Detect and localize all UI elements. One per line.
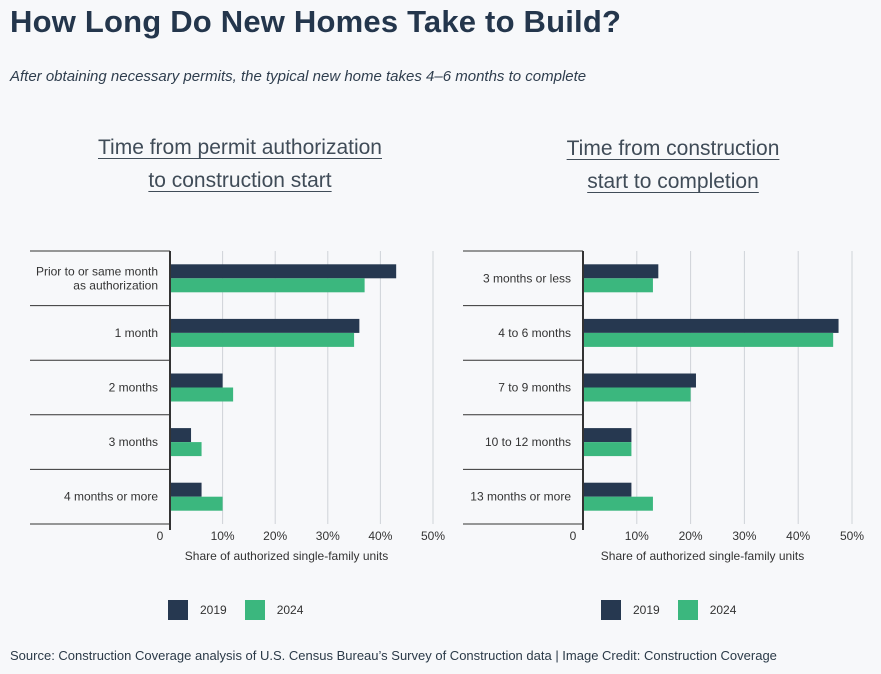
bar-2024 xyxy=(583,496,653,511)
bar-2019 xyxy=(170,373,223,388)
bar-2019 xyxy=(170,482,202,497)
category-label: 13 months or more xyxy=(470,490,571,504)
right-legend: 2019 2024 xyxy=(601,600,754,620)
bar-2019 xyxy=(583,482,632,497)
category-label: 4 months or more xyxy=(64,490,158,504)
legend-label-2019: 2019 xyxy=(200,603,227,617)
legend-item-2019: 2019 xyxy=(168,600,227,620)
bar-2024 xyxy=(583,442,632,457)
category-label: 3 months xyxy=(109,435,158,449)
page-title: How Long Do New Homes Take to Build? xyxy=(10,4,622,39)
legend-label-2024: 2024 xyxy=(709,603,737,617)
x-tick-label: 50% xyxy=(840,529,864,543)
category-label: 2 months xyxy=(109,381,158,395)
bar-2024 xyxy=(583,387,691,402)
left-chart-title-line1: Time from permit authorization xyxy=(98,136,382,159)
bar-2019 xyxy=(583,318,839,333)
bar-2019 xyxy=(170,264,397,279)
bar-2019 xyxy=(170,318,360,333)
x-tick-label: 10% xyxy=(211,529,235,543)
bar-2024 xyxy=(170,442,202,457)
x-tick-label: 10% xyxy=(625,529,649,543)
right-chart-title-line2: start to completion xyxy=(587,170,759,193)
x-axis-label: Share of authorized single-family units xyxy=(601,549,804,563)
category-label: 3 months or less xyxy=(483,271,571,285)
source-credit: Source: Construction Coverage analysis o… xyxy=(10,648,777,663)
bar-2024 xyxy=(170,332,355,347)
left-legend: 2019 2024 xyxy=(168,600,321,620)
x-axis-label: Share of authorized single-family units xyxy=(185,549,388,563)
legend-item-2019: 2019 xyxy=(601,600,660,620)
bar-2024 xyxy=(170,387,234,402)
right-bar-chart: 0 10% 20% 30% 40% 50% 3 months or less 4 to 6 m… xyxy=(463,250,864,563)
legend-item-2024: 2024 xyxy=(244,600,304,620)
legend-swatch-2019 xyxy=(168,600,188,620)
legend-label-2024: 2024 xyxy=(276,603,304,617)
x-tick-label: 20% xyxy=(679,529,703,543)
bar-2024 xyxy=(583,278,653,293)
right-chart-title-line1: Time from construction xyxy=(566,137,780,160)
x-tick-label: 40% xyxy=(786,529,810,543)
left-chart-title: Time from permit authorization to constr… xyxy=(70,131,410,197)
category-label: as authorization xyxy=(73,278,158,292)
bar-2019 xyxy=(583,373,696,388)
legend-item-2024: 2024 xyxy=(677,600,737,620)
category-label: 10 to 12 months xyxy=(485,435,571,449)
x-tick-label: 40% xyxy=(368,529,392,543)
left-chart-title-line2: to construction start xyxy=(148,169,332,192)
x-tick-label: 20% xyxy=(263,529,287,543)
category-label: Prior to or same month xyxy=(36,264,158,278)
legend-swatch-2024 xyxy=(244,600,265,620)
category-label: 7 to 9 months xyxy=(498,381,571,395)
bar-2019 xyxy=(170,428,192,443)
legend-label-2019: 2019 xyxy=(633,603,660,617)
bar-2019 xyxy=(583,428,632,443)
category-label: 1 month xyxy=(115,326,158,340)
right-chart-title: Time from construction start to completi… xyxy=(503,132,843,198)
bar-2019 xyxy=(583,264,659,279)
legend-swatch-2019 xyxy=(601,600,621,620)
x-tick-label: 30% xyxy=(732,529,756,543)
x-tick-label: 50% xyxy=(421,529,445,543)
page-subtitle: After obtaining necessary permits, the t… xyxy=(10,68,587,85)
x-tick-label: 0 xyxy=(570,529,577,543)
bar-2024 xyxy=(170,496,223,511)
bar-2024 xyxy=(583,332,834,347)
category-label: 4 to 6 months xyxy=(498,326,571,340)
left-bar-chart: 0 10% 20% 30% 40% 50% Prior to or same monthas… xyxy=(30,250,445,563)
x-tick-label: 0 xyxy=(157,529,164,543)
x-tick-label: 30% xyxy=(316,529,340,543)
bar-2024 xyxy=(170,278,365,293)
legend-swatch-2024 xyxy=(677,600,698,620)
